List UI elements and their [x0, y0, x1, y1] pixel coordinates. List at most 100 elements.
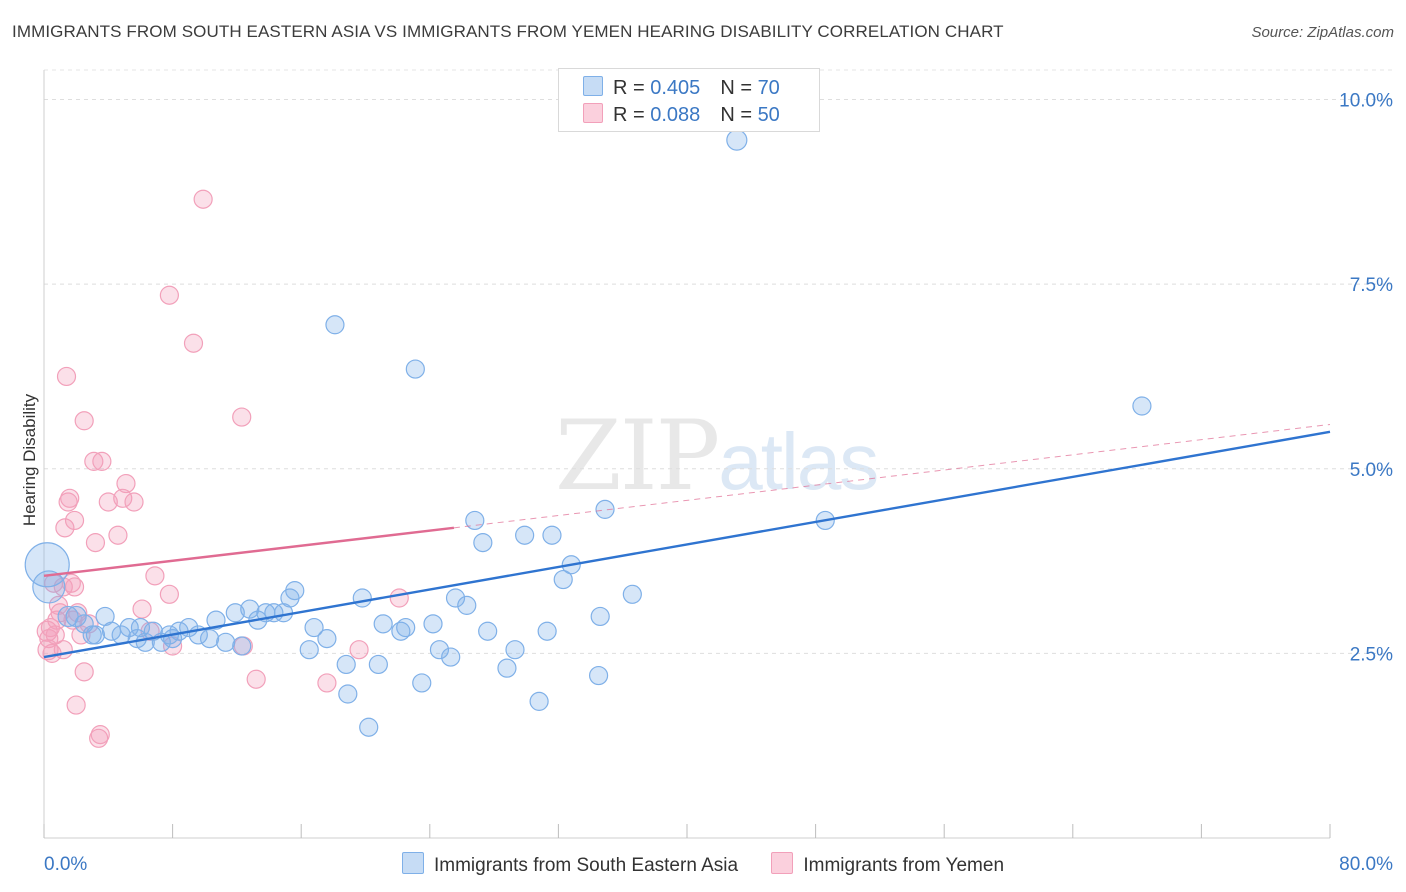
- yemen-point: [183, 333, 204, 353]
- yemen-point: [84, 451, 104, 471]
- legend-row-sea: R = 0.405 N = 70: [583, 76, 780, 100]
- sea-point: [622, 584, 642, 604]
- sea-point: [423, 614, 443, 634]
- yemen-point: [389, 588, 409, 608]
- legend-row-yemen: R = 0.088 N = 50: [583, 103, 780, 127]
- sea-point: [465, 510, 485, 531]
- sea-point: [396, 617, 416, 638]
- legend-n-label: N =: [720, 77, 758, 99]
- sea-point: [225, 603, 245, 623]
- series-legend-label: Immigrants from Yemen: [803, 855, 1005, 876]
- sea-point: [590, 606, 610, 627]
- sea-point: [497, 658, 517, 678]
- yemen-point: [246, 669, 266, 689]
- sea-point: [553, 569, 573, 590]
- legend-n-label: N =: [720, 104, 758, 126]
- sea-point: [32, 570, 66, 604]
- series-legend-label: Immigrants from South Eastern Asia: [433, 855, 739, 876]
- legend-n-value: 50: [757, 104, 780, 126]
- sea-point: [299, 640, 319, 660]
- sea-point: [143, 621, 163, 641]
- sea-point: [24, 542, 70, 588]
- sea-point: [537, 621, 557, 641]
- yemen-point: [90, 725, 110, 745]
- yemen-point: [60, 488, 80, 508]
- sea-point: [405, 359, 425, 379]
- sea-point: [199, 629, 220, 649]
- sea-point: [457, 595, 477, 615]
- yemen-point: [71, 625, 91, 645]
- yemen-point: [74, 662, 94, 682]
- sea-point: [352, 588, 372, 608]
- yemen-point: [55, 518, 75, 538]
- sea-point: [429, 640, 450, 660]
- sea-point: [304, 617, 324, 638]
- sea-point: [285, 581, 305, 601]
- sea-point: [478, 621, 498, 641]
- yemen-point: [56, 366, 77, 387]
- yemen-trend-extension: [453, 423, 1331, 529]
- series-legend-yemen[interactable]: Immigrants from Yemen: [771, 852, 1004, 877]
- legend-swatch-blue: [583, 76, 603, 96]
- correlation-legend: R = 0.405 N = 70 R = 0.088 N = 50: [558, 68, 820, 132]
- sea-point: [412, 673, 432, 693]
- yemen-point: [124, 492, 144, 512]
- sea-point: [542, 525, 562, 545]
- legend-n-value: 70: [757, 77, 780, 99]
- yemen-point: [98, 492, 118, 512]
- yemen-point: [85, 533, 106, 553]
- sea-point: [359, 717, 379, 737]
- yemen-point: [66, 695, 86, 715]
- sea-point: [240, 599, 260, 619]
- legend-r-label: R =: [613, 77, 651, 99]
- sea-point: [445, 588, 466, 608]
- sea-point: [216, 632, 236, 652]
- yemen-point: [92, 451, 112, 471]
- sea-point: [338, 684, 358, 704]
- legend-r-label: R =: [613, 104, 651, 126]
- sea-point: [368, 654, 388, 675]
- yemen-point: [79, 614, 99, 634]
- yemen-point: [108, 525, 128, 545]
- yemen-point: [45, 625, 65, 645]
- legend-r-value: 0.405: [650, 77, 701, 99]
- watermark-atlas: atlas: [718, 417, 879, 506]
- x-tick-label: 0.0%: [44, 854, 87, 875]
- sea-point: [473, 533, 493, 553]
- sea-point: [206, 610, 226, 630]
- sea-point: [441, 647, 461, 667]
- x-tick-label: 80.0%: [1339, 854, 1393, 875]
- series-legend: Immigrants from South Eastern Asia Immig…: [0, 852, 1406, 877]
- watermark: ZIPatlas: [555, 400, 879, 512]
- sea-point: [505, 640, 525, 660]
- series-swatch-pink: [771, 852, 794, 874]
- yemen-point: [64, 510, 85, 531]
- yemen-point: [74, 411, 94, 431]
- legend-swatch-pink: [583, 103, 603, 123]
- sea-point: [515, 525, 535, 545]
- yemen-point: [159, 584, 179, 604]
- series-swatch-blue: [401, 852, 424, 874]
- sea-point: [130, 617, 151, 638]
- legend-r-value: 0.088: [650, 104, 701, 126]
- sea-point: [595, 499, 615, 519]
- y-tick-label: 5.0%: [1350, 460, 1393, 481]
- sea-point: [336, 654, 356, 675]
- sea-point: [119, 617, 139, 638]
- yemen-point: [132, 599, 152, 619]
- y-tick-label: 2.5%: [1350, 644, 1393, 665]
- sea-point: [232, 636, 252, 656]
- y-tick-label: 7.5%: [1350, 275, 1393, 296]
- yemen-point: [145, 566, 165, 586]
- sea-point: [1132, 396, 1152, 416]
- sea-point: [588, 665, 609, 686]
- yemen-point: [159, 285, 179, 305]
- yemen-point: [317, 673, 337, 693]
- yemen-point: [64, 577, 85, 597]
- yemen-point: [349, 640, 369, 660]
- y-tick-label: 10.0%: [1339, 91, 1393, 112]
- yemen-point: [61, 573, 81, 593]
- sea-trend-line: [43, 430, 1331, 659]
- series-legend-sea[interactable]: Immigrants from South Eastern Asia: [401, 852, 739, 877]
